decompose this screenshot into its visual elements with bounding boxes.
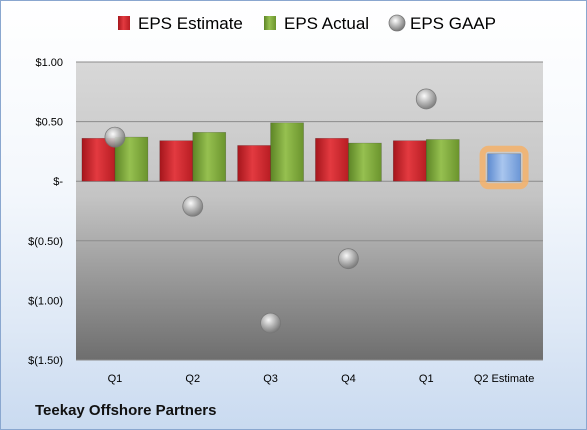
- eps-gaap-legend-swatch: [388, 14, 406, 32]
- y-axis-labels: $1.00 $0.50 $- $(0.50) $(1.00) $(1.50): [28, 57, 63, 367]
- eps-actual-bar: [348, 142, 382, 182]
- estimate-highlight: [479, 145, 529, 190]
- y-tick-label: $(1.50): [28, 355, 63, 367]
- eps-actual-bar: [270, 122, 304, 182]
- eps-estimate-legend-label: EPS Estimate: [138, 14, 243, 33]
- x-tick-label: Q4: [341, 373, 356, 385]
- eps-actual-legend-label: EPS Actual: [284, 14, 369, 33]
- y-tick-label: $1.00: [35, 57, 63, 69]
- legend: EPS Estimate EPS Actual EPS GAAP: [118, 14, 496, 33]
- x-axis-labels: Q1 Q2 Q3 Q4 Q1 Q2 Estimate: [108, 373, 535, 385]
- q2-estimate-bar: [487, 153, 521, 182]
- eps-gaap-marker: [415, 88, 437, 110]
- y-tick-label: $-: [53, 176, 63, 188]
- eps-actual-legend-swatch: [264, 16, 276, 30]
- y-tick-label: $(1.00): [28, 295, 63, 307]
- eps-estimate-legend-swatch: [118, 16, 130, 30]
- eps-gaap-marker: [182, 195, 204, 217]
- eps-estimate-bar: [237, 145, 271, 182]
- x-tick-label: Q2: [185, 373, 200, 385]
- gridlines: [76, 61, 543, 361]
- eps-gaap-marker: [338, 248, 359, 270]
- eps-actual-bar: [114, 136, 149, 182]
- eps-estimate-bar: [159, 140, 194, 182]
- y-tick-label: $(0.50): [28, 236, 63, 248]
- eps-estimate-bar: [315, 137, 349, 182]
- plot-area: [76, 62, 543, 360]
- y-tick-label: $0.50: [35, 117, 63, 129]
- bars: [81, 122, 529, 190]
- eps-actual-bar: [192, 132, 227, 182]
- eps-actual-bar: [425, 139, 460, 182]
- x-tick-label: Q3: [263, 373, 278, 385]
- eps-estimate-bar: [392, 140, 427, 182]
- x-tick-label: Q2 Estimate: [474, 373, 535, 385]
- eps-gaap-legend-label: EPS GAAP: [410, 14, 496, 33]
- gaap-markers: [104, 88, 437, 334]
- eps-gaap-marker: [104, 126, 126, 148]
- x-tick-label: Q1: [108, 373, 123, 385]
- company-name: Teekay Offshore Partners: [35, 402, 217, 419]
- x-tick-label: Q1: [419, 373, 434, 385]
- eps-gaap-marker: [260, 312, 281, 334]
